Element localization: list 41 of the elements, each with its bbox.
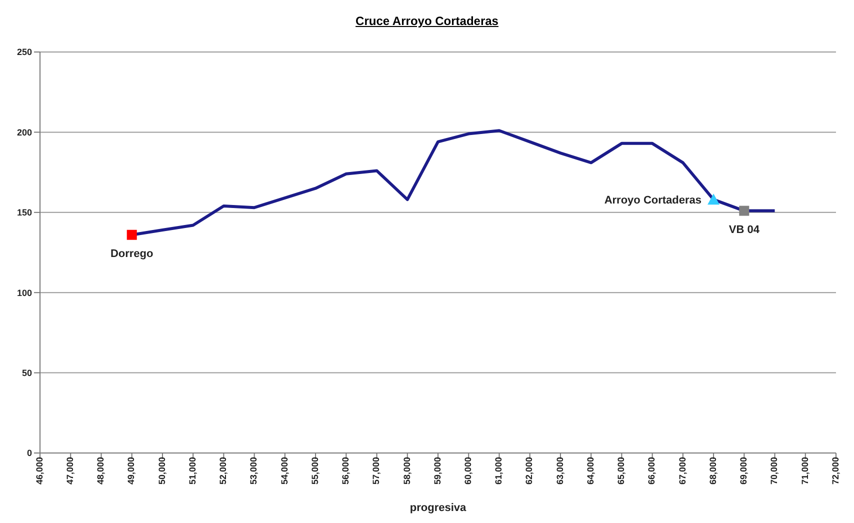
- x-axis-title: progresiva: [410, 502, 468, 514]
- x-tick-label: 50,000: [156, 457, 167, 485]
- x-tick-label: 51,000: [187, 457, 198, 485]
- x-tick-label: 46,000: [34, 457, 44, 485]
- y-tick-label: 100: [16, 288, 32, 298]
- x-tick-label: 70,000: [769, 457, 780, 485]
- y-tick-label: 50: [22, 368, 32, 378]
- series-label: Arroyo Cortaderas: [604, 194, 702, 207]
- x-tick-label: 54,000: [279, 457, 290, 485]
- x-tick-label: 63,000: [554, 457, 565, 485]
- y-tick-label: 0: [26, 448, 32, 458]
- x-tick-label: 64,000: [585, 457, 596, 485]
- x-tick-label: 71,000: [800, 457, 810, 485]
- x-tick-label: 62,000: [524, 457, 534, 485]
- x-tick-label: 47,000: [65, 457, 76, 485]
- x-tick-label: 52,000: [218, 457, 228, 485]
- x-tick-label: 60,000: [463, 457, 474, 485]
- x-tick-label: 69,000: [738, 457, 749, 485]
- series-label: VB 04: [728, 224, 760, 236]
- x-tick-label: 61,000: [494, 457, 504, 485]
- y-tick-label: 150: [16, 208, 32, 218]
- y-tick-label: 200: [16, 127, 32, 138]
- x-tick-label: 58,000: [402, 457, 412, 485]
- x-tick-label: 53,000: [248, 457, 259, 485]
- series-label: Dorrego: [110, 248, 154, 260]
- x-tick-label: 56,000: [340, 457, 351, 485]
- x-tick-label: 72,000: [830, 457, 840, 485]
- x-tick-label: 68,000: [708, 457, 718, 485]
- chart-title: Cruce Arroyo Cortaderas: [354, 13, 500, 30]
- point: [739, 206, 750, 216]
- x-tick-label: 65,000: [616, 457, 626, 485]
- x-tick-label: 67,000: [677, 457, 688, 485]
- point: [708, 194, 720, 205]
- point: [126, 230, 137, 240]
- x-tick-label: 57,000: [371, 457, 382, 485]
- x-tick-label: 49,000: [126, 457, 136, 485]
- x-tick-label: 59,000: [432, 457, 442, 485]
- x-tick-label: 66,000: [646, 457, 657, 485]
- x-tick-label: 55,000: [310, 457, 320, 485]
- y-tick-label: 250: [16, 47, 32, 58]
- x-tick-label: 48,000: [96, 457, 106, 485]
